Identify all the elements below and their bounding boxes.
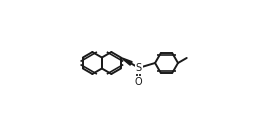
Text: S: S [136,63,142,73]
Text: O: O [135,77,143,87]
Polygon shape [121,57,132,65]
